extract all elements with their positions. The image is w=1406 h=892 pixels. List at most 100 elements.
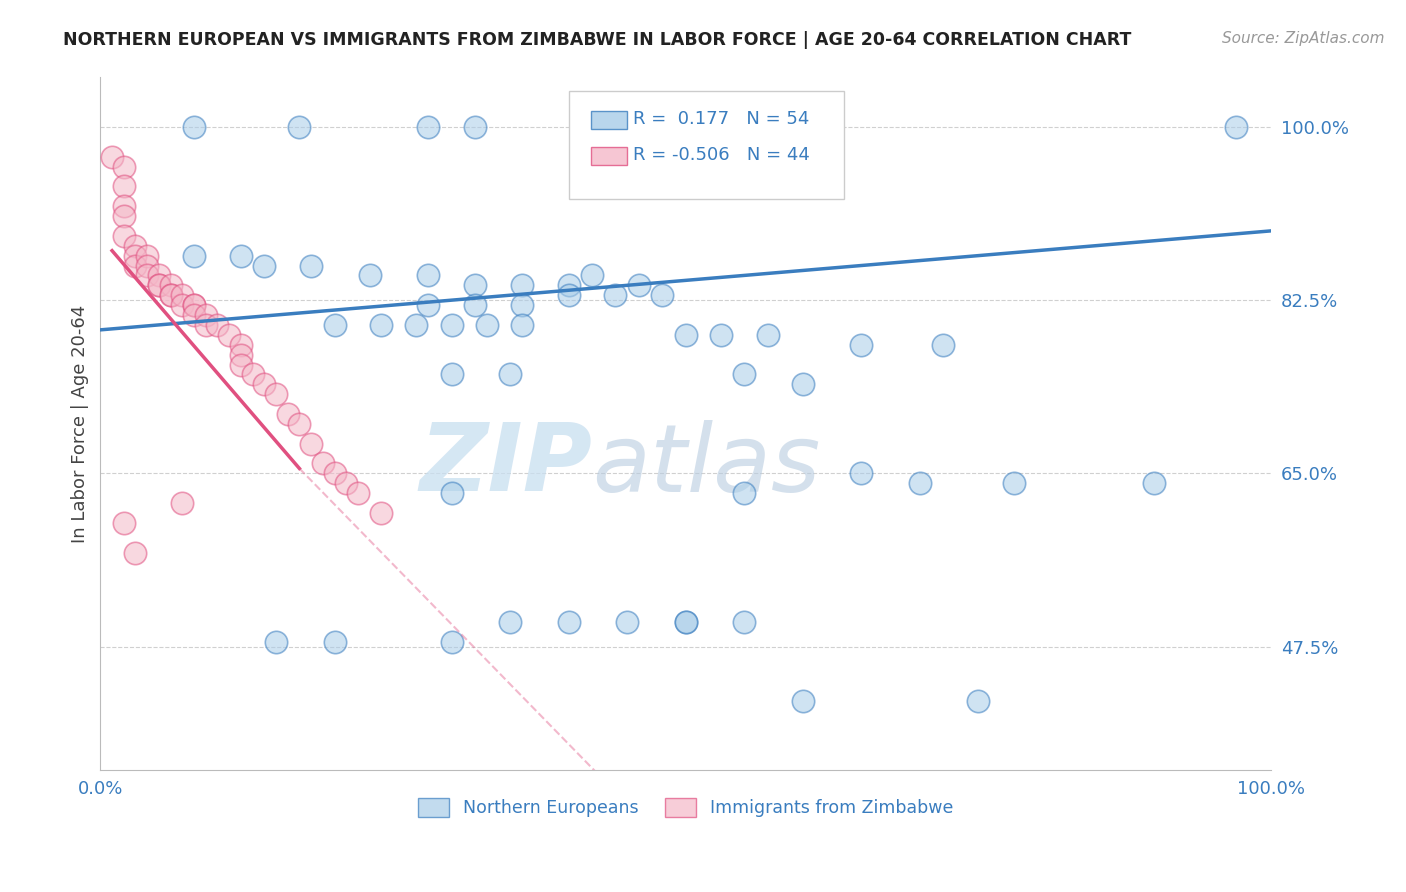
Point (756, 327, 779, 342)
Point (510, 318, 533, 332)
FancyBboxPatch shape (591, 111, 627, 129)
Point (124, 545, 146, 559)
Y-axis label: In Labor Force | Age 20-64: In Labor Force | Age 20-64 (72, 305, 89, 543)
Point (370, 318, 392, 332)
Point (675, 615, 697, 629)
Point (159, 278, 181, 293)
Point (148, 278, 170, 293)
Point (112, 199, 135, 213)
Point (418, 268, 440, 283)
Point (370, 506, 392, 520)
Point (194, 308, 217, 322)
Point (183, 298, 205, 312)
Point (101, 150, 124, 164)
Point (557, 288, 579, 302)
Point (312, 457, 335, 471)
Point (616, 615, 638, 629)
Point (112, 160, 135, 174)
Point (440, 634, 463, 648)
Point (440, 318, 463, 332)
Point (1225, 120, 1247, 134)
Point (733, 486, 755, 500)
Point (510, 298, 533, 312)
Point (299, 436, 322, 450)
Point (183, 308, 205, 322)
Point (464, 298, 486, 312)
Point (183, 120, 205, 134)
Point (792, 694, 814, 708)
Point (183, 298, 205, 312)
Point (627, 278, 650, 293)
Point (229, 348, 252, 362)
Point (124, 249, 146, 263)
Text: atlas: atlas (592, 420, 820, 511)
Point (136, 268, 159, 283)
Point (581, 268, 603, 283)
Point (112, 516, 135, 530)
Point (440, 486, 463, 500)
Point (229, 337, 252, 351)
Point (323, 467, 346, 481)
Point (475, 318, 498, 332)
Point (932, 337, 955, 351)
Point (124, 259, 146, 273)
Point (323, 634, 346, 648)
Point (253, 259, 276, 273)
Point (792, 377, 814, 392)
Point (194, 318, 217, 332)
Point (288, 417, 311, 431)
Point (288, 120, 311, 134)
Point (159, 288, 181, 302)
Point (464, 120, 486, 134)
Point (499, 615, 522, 629)
Point (359, 268, 381, 283)
Point (557, 615, 579, 629)
Point (335, 476, 357, 491)
Point (967, 694, 990, 708)
Legend: Northern Europeans, Immigrants from Zimbabwe: Northern Europeans, Immigrants from Zimb… (411, 791, 960, 824)
FancyBboxPatch shape (591, 147, 627, 165)
Point (159, 288, 181, 302)
Point (440, 368, 463, 382)
Point (851, 467, 873, 481)
Text: Source: ZipAtlas.com: Source: ZipAtlas.com (1222, 31, 1385, 46)
FancyBboxPatch shape (568, 91, 844, 199)
Point (299, 259, 322, 273)
Point (242, 368, 264, 382)
Point (651, 288, 673, 302)
Point (1002, 476, 1025, 491)
Point (229, 358, 252, 372)
Point (172, 496, 194, 510)
Point (675, 615, 697, 629)
Point (229, 249, 252, 263)
Point (605, 288, 627, 302)
Point (418, 120, 440, 134)
Point (264, 634, 287, 648)
Text: R =  0.177   N = 54: R = 0.177 N = 54 (633, 110, 810, 128)
Point (347, 486, 370, 500)
Text: ZIP: ZIP (419, 419, 592, 511)
Point (510, 278, 533, 293)
Point (112, 179, 135, 194)
Text: NORTHERN EUROPEAN VS IMMIGRANTS FROM ZIMBABWE IN LABOR FORCE | AGE 20-64 CORRELA: NORTHERN EUROPEAN VS IMMIGRANTS FROM ZIM… (63, 31, 1132, 49)
Point (112, 209, 135, 223)
Point (675, 327, 697, 342)
Point (418, 298, 440, 312)
Point (124, 238, 146, 252)
Point (253, 377, 276, 392)
Point (264, 387, 287, 401)
Point (148, 268, 170, 283)
Point (172, 288, 194, 302)
Point (112, 228, 135, 243)
Point (908, 476, 931, 491)
Point (172, 298, 194, 312)
Point (218, 327, 240, 342)
Point (136, 249, 159, 263)
Point (733, 615, 755, 629)
Point (1143, 476, 1166, 491)
Point (499, 368, 522, 382)
Point (464, 278, 486, 293)
Point (183, 249, 205, 263)
Point (733, 368, 755, 382)
Point (277, 407, 299, 421)
